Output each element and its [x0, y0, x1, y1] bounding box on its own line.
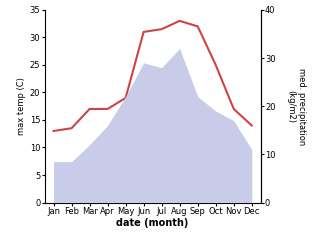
Y-axis label: max temp (C): max temp (C): [17, 77, 25, 135]
Y-axis label: med. precipitation
(kg/m2): med. precipitation (kg/m2): [287, 68, 306, 145]
X-axis label: date (month): date (month): [116, 219, 189, 228]
